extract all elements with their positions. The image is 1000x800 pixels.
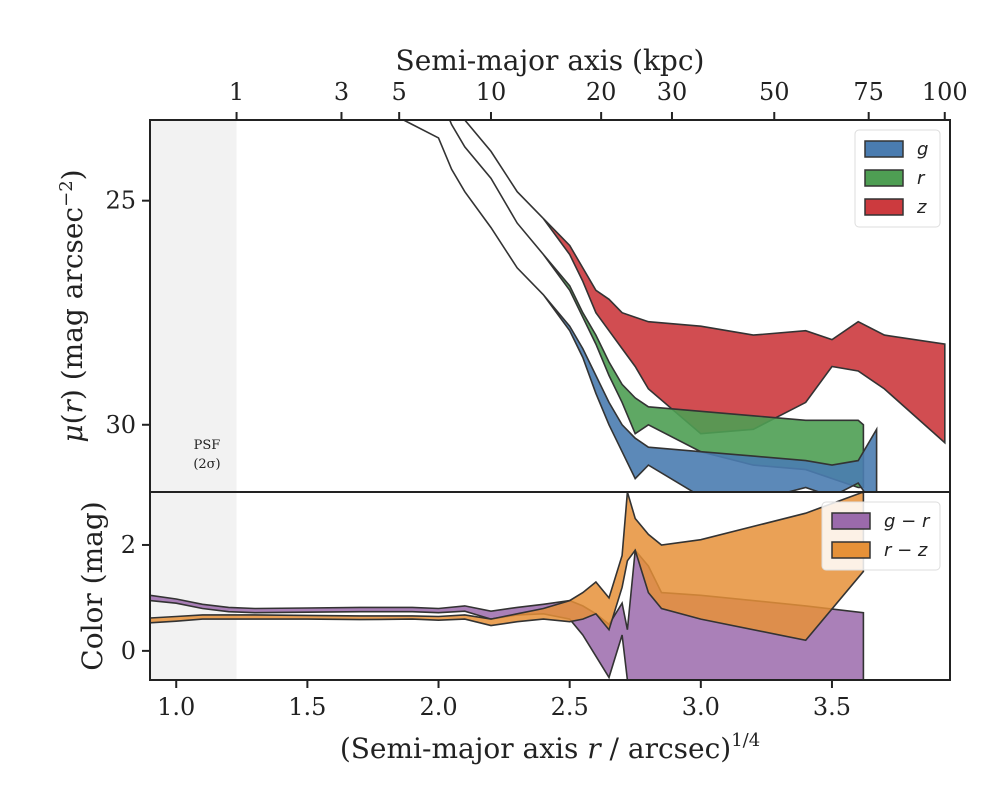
bottom-xtick-label: 3.5: [813, 693, 851, 721]
bottom-x-ticks: 1.0 1.5 2.0 2.5 3.0 3.5: [157, 680, 851, 721]
surface-brightness-series: [401, 120, 946, 492]
series-band-rz: [150, 492, 865, 642]
kpc-tick-label: 100: [922, 78, 968, 106]
kpc-tick-label: 10: [476, 78, 507, 106]
bottom-xtick-label: 1.0: [157, 693, 195, 721]
legend-swatch: [864, 198, 904, 216]
legend-swatch: [831, 512, 871, 530]
legend-entry: g: [917, 139, 928, 160]
psf-label-line1: PSF: [194, 438, 221, 453]
color-series: [150, 492, 865, 680]
series-band-z: [463, 120, 946, 445]
psf-label-line2: (2σ): [193, 457, 220, 472]
kpc-tick-label: 20: [586, 78, 617, 106]
color-panel: 02 1.0 1.5 2.0 2.5 3.0 3.5 g − rr − z: [121, 491, 951, 721]
legend-entry: g − r: [884, 511, 931, 532]
legend-swatch: [831, 541, 871, 559]
bottom-ytick-label: 0: [121, 637, 136, 665]
surface-brightness-panel: 20 25 30 1 3 5 10 20 30 50 75 100 grz PSF (2σ): [105, 78, 968, 493]
kpc-tick-label: 3: [334, 78, 349, 106]
bottom-xtick-label: 2.0: [419, 693, 457, 721]
legend-swatch: [864, 140, 904, 158]
top-y-ticks: 202530: [105, 187, 150, 439]
surface-brightness-ylabel: μ(r) (mag arcsec−2): [56, 169, 89, 442]
kpc-axis-title: Semi-major axis (kpc): [396, 44, 705, 77]
legend-entry: r − z: [884, 540, 928, 561]
kpc-tick-label: 75: [853, 78, 884, 106]
series-band-g: [401, 120, 878, 492]
kpc-tick-label: 1: [229, 78, 244, 106]
kpc-axis-ticks: 1 3 5 10 20 30 50 75 100: [229, 78, 968, 120]
legend-swatch: [864, 169, 904, 187]
psf-region-bottom: [150, 492, 237, 680]
bottom-xtick-label: 3.0: [682, 693, 720, 721]
kpc-tick-label: 30: [657, 78, 688, 106]
bottom-ytick-label: 2: [121, 531, 136, 559]
bottom-y-ticks: 02: [121, 531, 150, 665]
bottom-xtick-label: 2.5: [551, 693, 589, 721]
semi-major-axis-xlabel: (Semi-major axis r / arcsec)1/4: [340, 730, 760, 765]
kpc-tick-label: 50: [759, 78, 790, 106]
top-ytick-label: 25: [105, 187, 136, 215]
psf-region-top: [150, 120, 237, 492]
bottom-panel-frame: [149, 491, 951, 681]
legend-entry: r: [917, 168, 926, 189]
band-legend: grz: [854, 129, 941, 228]
bottom-xtick-label: 1.5: [288, 693, 326, 721]
color-ylabel: Color (mag): [76, 501, 109, 670]
top-ytick-label: 30: [105, 411, 136, 439]
legend-entry: z: [916, 197, 927, 218]
color-legend: g − r r − z: [821, 501, 941, 571]
kpc-tick-label: 5: [392, 78, 407, 106]
